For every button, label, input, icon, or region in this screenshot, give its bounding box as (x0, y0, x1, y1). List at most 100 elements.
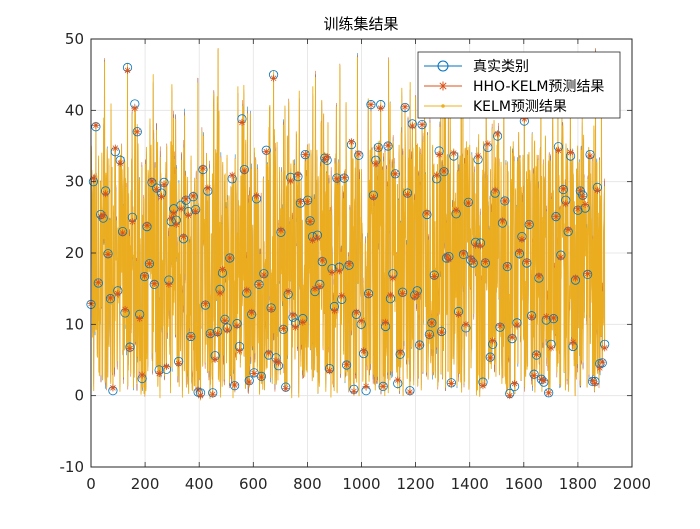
series-1-point (508, 333, 516, 341)
x-tick-label: 800 (293, 475, 322, 493)
series-1-point (489, 337, 497, 345)
series-1-point (537, 375, 545, 383)
series-1-point (175, 360, 183, 368)
series-1-point (394, 376, 402, 384)
series-1-point (236, 347, 244, 355)
series-1-point (571, 274, 579, 282)
legend-label-2: KELM预测结果 (473, 99, 567, 115)
series-1-point (238, 118, 246, 126)
series-1-point (528, 313, 536, 321)
series-1-point (423, 209, 431, 217)
series-1-point (550, 314, 558, 322)
series-1-point (313, 234, 321, 242)
series-1-point (296, 198, 304, 206)
series-0-point (144, 259, 155, 269)
series-1-point (374, 144, 382, 152)
series-1-point (274, 359, 282, 367)
series-1-point (518, 235, 526, 243)
series-1-point (384, 141, 392, 149)
series-1-point (562, 200, 570, 208)
series-1-point (525, 220, 533, 228)
series-1-point (425, 332, 433, 340)
series-1-point (121, 305, 129, 313)
series-1-point (111, 144, 119, 152)
series-1-point (445, 255, 453, 263)
series-1-point (389, 274, 397, 282)
y-tick-label: 10 (65, 315, 84, 333)
series-1-point (97, 213, 105, 221)
series-1-point (162, 362, 170, 370)
series-1-point (189, 192, 197, 200)
series-1-point (136, 315, 144, 323)
series-1-point (491, 186, 499, 194)
series-1-point (131, 104, 139, 112)
series-1-point (184, 211, 192, 219)
series-1-point (94, 278, 102, 286)
series-1-point (350, 387, 358, 395)
series-0-point (366, 100, 376, 110)
series-1-point (369, 193, 377, 201)
series-1-point (440, 167, 448, 175)
series-1-point (540, 377, 548, 385)
series-1-point (340, 173, 348, 181)
series-1-point (255, 280, 263, 288)
legend: 真实类别 HHO-KELM预测结果 KELM预测结果 (417, 51, 621, 119)
series-1-point (391, 170, 399, 178)
series-1-point (124, 66, 132, 74)
x-tick-label: 0 (86, 475, 96, 493)
series-1-point (433, 171, 441, 179)
series-1-point (501, 197, 509, 205)
series-1-point (547, 344, 555, 352)
series-1-point (289, 311, 297, 319)
series-0-point (551, 212, 561, 222)
series-0-point (254, 279, 264, 289)
series-1-point (209, 390, 217, 398)
series-1-point (486, 354, 494, 362)
series-1-point (442, 252, 450, 260)
series-1-point (192, 208, 200, 216)
series-1-point (569, 338, 577, 346)
series-1-point (106, 294, 114, 302)
series-1-point (574, 205, 582, 213)
series-1-point (406, 388, 414, 396)
series-0-point (225, 253, 235, 263)
series-1-point (311, 285, 319, 293)
series-1-point (347, 138, 355, 146)
series-1-point (326, 367, 334, 375)
series-0-point (378, 381, 388, 391)
series-1-point (428, 319, 436, 327)
x-tick-label: 1800 (559, 475, 597, 493)
series-1-point (284, 288, 292, 296)
series-1-point (496, 322, 504, 330)
series-1-point (542, 312, 550, 320)
series-1-point (89, 174, 97, 182)
series-1-point (158, 193, 166, 201)
series-1-point (216, 289, 224, 297)
series-1-point (472, 241, 480, 249)
series-0-point (415, 340, 425, 350)
series-1-point (145, 260, 153, 268)
legend-marker-circle (437, 60, 449, 72)
series-1-point (226, 254, 234, 262)
series-1-point (520, 115, 528, 123)
series-1-point (187, 332, 195, 340)
series-0-point (132, 127, 142, 137)
series-1-point (379, 382, 387, 390)
series-1-point (133, 128, 141, 136)
series-0-point (500, 196, 510, 206)
legend-label-0: 真实类别 (473, 59, 529, 75)
series-1-point (153, 186, 161, 194)
series-1-point (396, 348, 404, 356)
series-1-point (479, 382, 487, 390)
series-1-point (557, 253, 565, 261)
series-1-point (335, 267, 343, 275)
series-0-point (390, 169, 400, 179)
series-1-point (601, 344, 609, 352)
series-1-point (199, 164, 207, 172)
tick-layer: 0 200 400 600 800 1000 1200 1400 1600 1800 2000-10… (60, 30, 652, 493)
series-1-point (306, 218, 314, 226)
series-1-point (128, 218, 136, 226)
series-1-point (138, 371, 146, 379)
legend-marker-asterisk (438, 81, 448, 91)
series-1-point (338, 292, 346, 300)
